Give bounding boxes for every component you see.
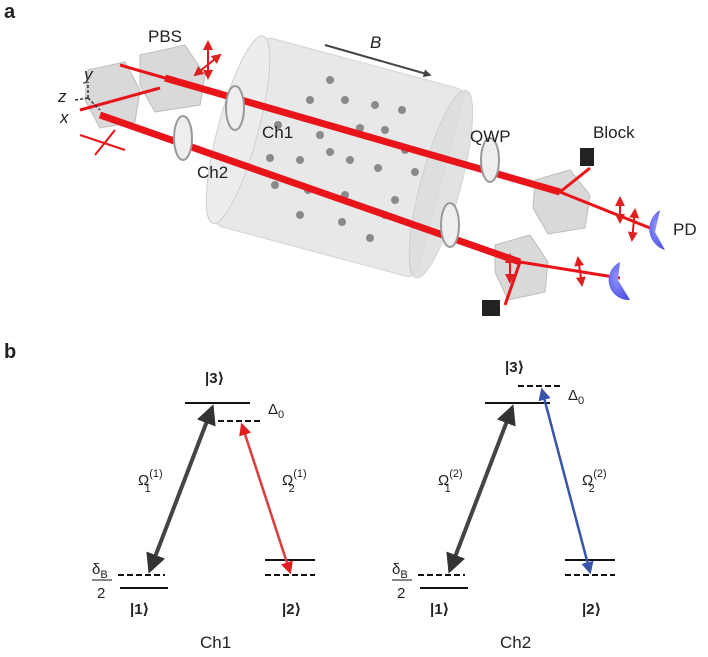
panel-label: b (4, 341, 16, 363)
coupling-arrow (450, 408, 512, 570)
splitting-label: δB (392, 561, 408, 581)
subscript: 1 (445, 483, 451, 495)
superscript: (2) (593, 468, 606, 480)
subscript: 0 (278, 409, 284, 421)
symbol: δ (92, 561, 100, 578)
ground-state: |2⟩ (282, 601, 301, 618)
field-label: B (370, 33, 381, 52)
ground-state: |1⟩ (430, 601, 449, 618)
superscript: (1) (149, 468, 162, 480)
diagram-caption: Ch2 (500, 633, 531, 652)
panel-a: a (4, 1, 697, 316)
ch1-label: Ch1 (262, 123, 293, 142)
splitting-label: δB (92, 561, 108, 581)
detuning-label: Δ0 (568, 387, 584, 407)
beam-block (482, 300, 500, 316)
block-label: Block (593, 123, 635, 142)
ground-state: |1⟩ (130, 601, 149, 618)
axis-x: x (59, 108, 69, 127)
coupling-label: Ω(1)1 (138, 468, 163, 495)
coupling-label: Ω(2)2 (582, 468, 607, 495)
subscript: B (400, 569, 407, 581)
subscript: B (100, 569, 107, 581)
coupling-label: Ω(1)2 (282, 468, 307, 495)
symbol: Δ (268, 401, 278, 418)
subscript: 2 (589, 483, 595, 495)
diagram-caption: Ch1 (200, 633, 231, 652)
axis-z: z (57, 87, 67, 106)
excited-state: |3⟩ (205, 370, 224, 387)
detuning-label: Δ0 (268, 401, 284, 421)
ground-state: |2⟩ (582, 601, 601, 618)
subscript: 2 (289, 483, 295, 495)
subscript: 0 (578, 395, 584, 407)
axis-y: y (83, 65, 94, 84)
photodiode (649, 210, 665, 250)
coupling-arrow (150, 408, 212, 570)
subscript: 1 (145, 483, 151, 495)
coupling-arrow (242, 425, 290, 572)
qwp-label: QWP (470, 127, 511, 146)
symbol: Δ (568, 387, 578, 404)
ch2-label: Ch2 (197, 163, 228, 182)
excited-state: |3⟩ (505, 359, 524, 376)
coupling-label: Ω(2)1 (438, 468, 463, 495)
splitting-denominator: 2 (397, 585, 405, 602)
splitting-denominator: 2 (97, 585, 105, 602)
superscript: (2) (449, 468, 462, 480)
pbs-label: PBS (148, 27, 182, 46)
level-diagram: |3⟩ Δ0 Ω(2)1 Ω(2)2 δB 2 |1⟩ |2⟩ Ch2 (392, 359, 615, 652)
level-diagram: |3⟩ Δ0 Ω(1)1 Ω(1)2 δB 2 |1⟩ |2⟩ Ch1 (92, 370, 315, 652)
pd-label: PD (673, 220, 697, 239)
figure: a (0, 0, 708, 657)
symbol: δ (392, 561, 400, 578)
superscript: (1) (293, 468, 306, 480)
panel-label: a (4, 1, 16, 23)
photodiode (609, 262, 630, 300)
beam-block (580, 148, 594, 166)
